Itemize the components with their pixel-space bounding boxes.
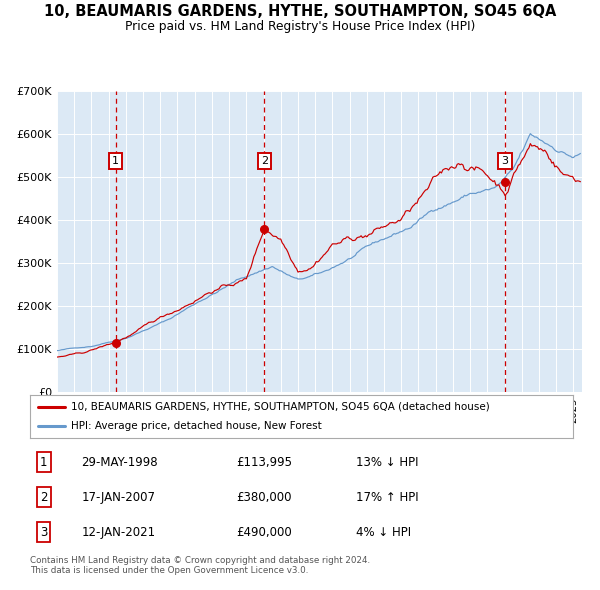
Text: 29-MAY-1998: 29-MAY-1998: [82, 455, 158, 468]
Text: 1: 1: [40, 455, 47, 468]
Text: HPI: Average price, detached house, New Forest: HPI: Average price, detached house, New …: [71, 421, 322, 431]
Text: 13% ↓ HPI: 13% ↓ HPI: [356, 455, 418, 468]
Text: 2: 2: [261, 156, 268, 166]
Text: 10, BEAUMARIS GARDENS, HYTHE, SOUTHAMPTON, SO45 6QA (detached house): 10, BEAUMARIS GARDENS, HYTHE, SOUTHAMPTO…: [71, 402, 490, 412]
Text: 12-JAN-2021: 12-JAN-2021: [82, 526, 156, 539]
Text: Price paid vs. HM Land Registry's House Price Index (HPI): Price paid vs. HM Land Registry's House …: [125, 20, 475, 33]
Text: 2: 2: [40, 490, 47, 504]
Text: Contains HM Land Registry data © Crown copyright and database right 2024.
This d: Contains HM Land Registry data © Crown c…: [30, 556, 370, 575]
Text: 3: 3: [502, 156, 509, 166]
Text: 17-JAN-2007: 17-JAN-2007: [82, 490, 155, 504]
Text: 10, BEAUMARIS GARDENS, HYTHE, SOUTHAMPTON, SO45 6QA: 10, BEAUMARIS GARDENS, HYTHE, SOUTHAMPTO…: [44, 4, 556, 19]
Text: 1: 1: [112, 156, 119, 166]
Text: 3: 3: [40, 526, 47, 539]
Text: £113,995: £113,995: [236, 455, 292, 468]
Text: £490,000: £490,000: [236, 526, 292, 539]
Text: 4% ↓ HPI: 4% ↓ HPI: [356, 526, 411, 539]
Text: 17% ↑ HPI: 17% ↑ HPI: [356, 490, 418, 504]
Text: £380,000: £380,000: [236, 490, 292, 504]
